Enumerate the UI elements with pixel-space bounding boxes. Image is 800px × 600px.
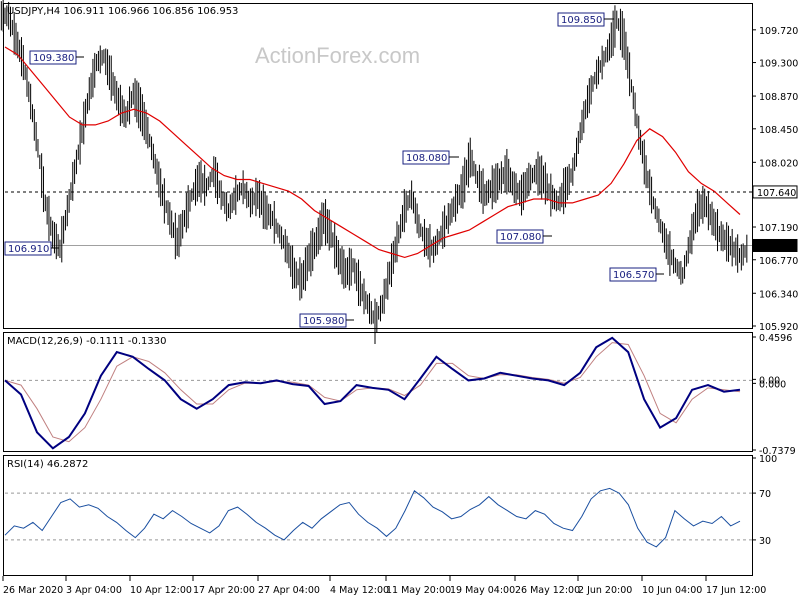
level-price-label-box: [752, 185, 798, 199]
price-label: 109.850: [561, 15, 602, 26]
macd-panel: [3, 332, 753, 452]
moving-average-line: [4, 46, 741, 259]
price-tick-label: 105.920: [759, 322, 798, 333]
current-price-label-box: [752, 238, 798, 252]
price-tick-label: 107.190: [759, 223, 798, 234]
price-tick-label: 106.340: [759, 289, 798, 300]
x-tick-label: 10 Jun 04:00: [642, 585, 702, 596]
rsi-tick-label: 100: [759, 454, 777, 465]
price-label: 109.380: [33, 53, 74, 64]
price-tick-label: 108.020: [759, 158, 798, 169]
x-tick-label: 10 Apr 12:00: [130, 585, 192, 596]
x-tick-label: 2 Jun 20:00: [578, 585, 632, 596]
price-tick-label: 108.450: [759, 125, 798, 136]
price-tick-label: 109.300: [759, 59, 798, 70]
price-layer: 109.380 106.910 108.080 107.080 109.850 106.5…: [0, 0, 752, 345]
watermark: ActionForex.com: [255, 43, 420, 68]
current-price-label: 106.953: [757, 241, 796, 252]
price-label: 108.080: [406, 153, 447, 164]
level-price-label: 107.640: [757, 188, 796, 199]
macd-tick-label: 0.00: [759, 375, 780, 386]
x-tick-label: 19 May 04:00: [450, 585, 515, 596]
price-tick-label: 108.870: [759, 92, 798, 103]
x-tick-label: 17 Apr 20:00: [193, 585, 255, 596]
macd-title: MACD(12,26,9) -0.1111 -0.1330: [7, 336, 167, 347]
x-tick-label: 26 May 12:00: [515, 585, 580, 596]
macd-tick-label: -0.7379: [759, 446, 796, 457]
price-label: 105.980: [303, 316, 344, 327]
rsi-layer: [4, 487, 752, 548]
rsi-line: [4, 487, 741, 548]
price-tick-label: 106.770: [759, 256, 798, 267]
price-title: USDJPY,H4 106.911 106.966 106.856 106.95…: [7, 6, 238, 17]
price-label: 106.910: [8, 244, 49, 255]
rsi-panel: [3, 455, 753, 576]
x-tick-label: 27 Apr 04:00: [258, 585, 320, 596]
axis-layer: 109.720 109.300 108.870 108.450 108.020 107.1…: [2, 26, 798, 596]
price-tick-label: 109.720: [759, 26, 798, 37]
price-label: 107.080: [500, 232, 541, 243]
macd-line: [4, 336, 741, 450]
rsi-tick-label: 30: [759, 536, 771, 547]
macd-layer: [4, 336, 752, 450]
x-tick-label: 17 Jun 12:00: [706, 585, 766, 596]
macd-tick-label: 0.000: [759, 379, 786, 390]
x-tick-label: 11 May 20:00: [386, 585, 451, 596]
macd-tick-label: 0.4596: [759, 333, 792, 344]
x-tick-label: 3 Apr 04:00: [66, 585, 122, 596]
price-label: 106.570: [613, 270, 654, 281]
rsi-tick-label: 70: [759, 489, 771, 500]
x-tick-label: 26 Mar 2020: [3, 585, 63, 596]
rsi-title: RSI(14) 46.2872: [7, 459, 88, 470]
x-tick-label: 4 May 12:00: [330, 585, 389, 596]
